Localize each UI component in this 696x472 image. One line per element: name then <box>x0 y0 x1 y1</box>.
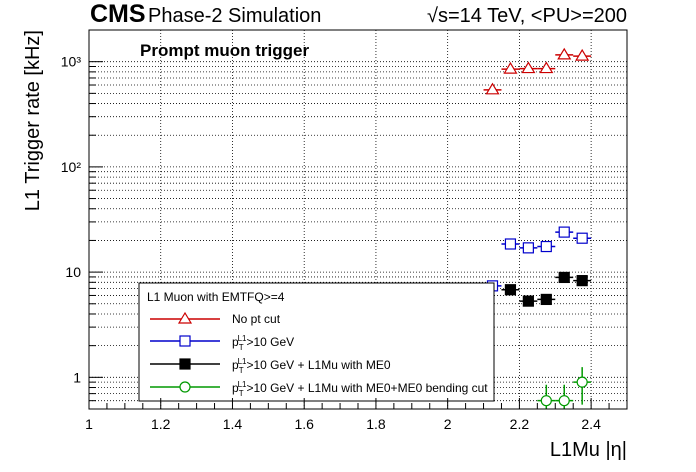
triangle-marker <box>575 48 590 61</box>
legend-entry-no-pt-cut: No pt cut <box>150 311 281 326</box>
square-marker <box>522 242 534 254</box>
filled-square-marker <box>576 275 588 287</box>
legend-title: L1 Muon with EMTFQ>=4 <box>147 290 285 304</box>
filled-square-marker <box>540 293 552 306</box>
triangle-marker <box>503 61 518 74</box>
y-tick-label: 10 <box>65 264 81 280</box>
data-point <box>573 48 592 61</box>
circle-marker <box>558 395 570 407</box>
triangle-marker <box>485 82 500 95</box>
data-point <box>573 275 592 287</box>
data-point <box>555 384 574 409</box>
open-square-marker <box>179 335 191 347</box>
plot-frame <box>88 29 628 410</box>
square-marker <box>576 232 588 244</box>
legend: L1 Muon with EMTFQ>=4 No pt cut pTL1>10 … <box>138 282 495 402</box>
circle-marker <box>576 376 588 388</box>
legend-label-pt10-text: >10 GeV <box>246 335 294 349</box>
legend-box <box>138 282 495 402</box>
triangle-marker <box>521 61 536 74</box>
data-point <box>555 271 574 284</box>
open-circle-marker <box>179 381 191 393</box>
x-axis-title: L1Mu |η| <box>550 439 627 461</box>
x-tick-label: 1.8 <box>366 416 386 432</box>
grid <box>89 29 627 410</box>
series-1 <box>483 47 592 95</box>
data-point <box>537 293 556 306</box>
open-triangle-marker <box>177 311 193 324</box>
prompt-annotation: Prompt muon trigger <box>140 41 309 60</box>
filled-square-marker <box>179 358 191 370</box>
legend-label-pt10: pTL1>10 GeV <box>232 334 294 352</box>
filled-square-marker <box>504 284 517 296</box>
filled-square-marker <box>522 295 534 307</box>
x-tick-label: 2.2 <box>510 416 530 432</box>
data-point <box>573 232 592 244</box>
series-4 <box>537 367 592 409</box>
square-marker <box>558 226 570 238</box>
x-tick-label: 2.4 <box>581 416 601 432</box>
data-point <box>501 284 520 296</box>
data-point <box>519 242 538 254</box>
data-point <box>555 47 574 60</box>
data-point <box>483 82 502 95</box>
y-tick-label: 10² <box>61 159 82 175</box>
legend-label-no-pt-cut: No pt cut <box>232 312 281 326</box>
data-point <box>537 384 556 409</box>
data-point <box>519 61 538 74</box>
x-tick-label: 1.4 <box>223 416 243 432</box>
data-point <box>519 295 538 307</box>
y-tick-label: 10³ <box>61 54 82 70</box>
legend-label-pt10-me0-bending: pTL1>10 GeV + L1Mu with ME0+ME0 bending … <box>232 380 488 398</box>
series-layer <box>483 47 592 409</box>
x-tick-label: 1 <box>85 416 93 432</box>
square-marker <box>540 240 552 253</box>
data-point <box>537 240 556 253</box>
triangle-marker <box>539 61 554 74</box>
data-point <box>537 61 556 74</box>
data-point <box>573 367 592 405</box>
x-tick-label: 1.6 <box>294 416 314 432</box>
square-marker <box>504 238 517 250</box>
experiment-label: CMS <box>90 0 146 28</box>
energy-label: √s=14 TeV, <PU>=200 <box>427 5 627 27</box>
legend-entry-pt10: pTL1>10 GeV <box>150 334 294 352</box>
circle-marker <box>540 395 552 407</box>
triangle-marker <box>557 47 572 60</box>
x-tick-label: 1.2 <box>151 416 171 432</box>
data-point <box>555 226 574 238</box>
legend-entry-pt10-me0-bending: pTL1>10 GeV + L1Mu with ME0+ME0 bending … <box>150 380 488 398</box>
filled-square-marker <box>558 271 570 284</box>
series-3 <box>501 271 592 307</box>
y-tick-label: 1 <box>73 369 81 385</box>
y-axis-title: L1 Trigger rate [kHz] <box>22 30 44 211</box>
x-tick-label: 2 <box>444 416 452 432</box>
legend-entry-pt10-me0: pTL1>10 GeV + L1Mu with ME0 <box>150 357 391 375</box>
status-label: Phase-2 Simulation <box>148 5 321 27</box>
data-point <box>501 238 520 250</box>
legend-label-pt10-me0: pTL1>10 GeV + L1Mu with ME0 <box>232 357 391 375</box>
data-point <box>501 61 520 74</box>
